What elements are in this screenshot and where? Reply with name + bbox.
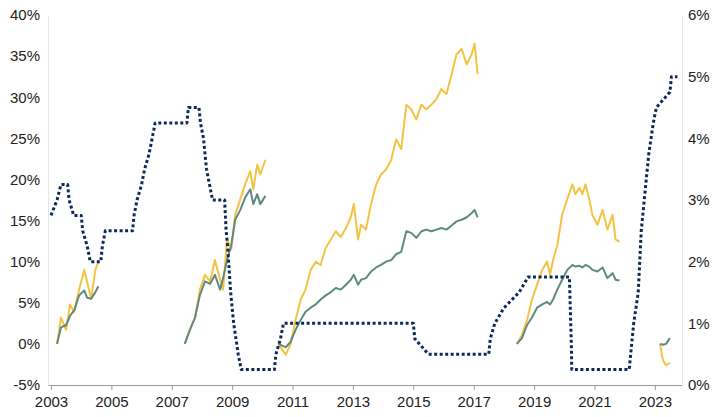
tick: 20% [10, 171, 48, 188]
tick-label: 2005 [95, 393, 128, 410]
tick: 4% [682, 130, 710, 147]
tick-label: 1% [688, 315, 710, 332]
tick-label: 5% [18, 294, 40, 311]
tick: -5% [13, 376, 48, 393]
tick: 1% [682, 315, 710, 332]
tick: 3% [682, 191, 710, 208]
tick-mark [655, 385, 656, 390]
tick-mark [353, 385, 354, 390]
x-axis: 2003 2005 2007 2009 2011 2013 2015 2017 2019 2021… [35, 385, 683, 410]
tick-label: 2013 [337, 393, 370, 410]
chart: 2003 2005 2007 2009 2011 2013 2015 2017 2019 2021… [0, 0, 718, 417]
tick: 10% [10, 253, 48, 270]
tick-label: 2007 [156, 393, 189, 410]
tick-mark [293, 385, 294, 390]
tick-label: 2009 [216, 393, 249, 410]
tick-label: 2021 [578, 393, 611, 410]
tick-label: 0% [688, 376, 710, 393]
tick-label: 10% [10, 253, 40, 270]
tick: 2023 [639, 385, 672, 410]
tick-mark [594, 385, 595, 390]
tick: 2011 [277, 385, 309, 410]
tick-label: 2003 [35, 393, 68, 410]
tick-label: 2017 [457, 393, 490, 410]
tick: 0% [18, 335, 48, 352]
tick-label: 5% [688, 68, 710, 85]
tick: 5% [18, 294, 48, 311]
tick-label: 2011 [277, 393, 309, 410]
tick: 2005 [95, 385, 128, 410]
tick-mark [51, 385, 52, 390]
tick-label: 15% [10, 212, 40, 229]
tick-label: 6% [688, 6, 710, 23]
tick: 2015 [397, 385, 430, 410]
tick: 2% [682, 253, 710, 270]
tick-label: 20% [10, 171, 40, 188]
tick: 35% [10, 47, 48, 64]
axis-line [49, 385, 683, 386]
tick-label: 2019 [518, 393, 551, 410]
tick: 2019 [518, 385, 551, 410]
tick: 40% [10, 6, 48, 23]
axis-line [48, 16, 49, 386]
tick-label: 2015 [397, 393, 430, 410]
tick-mark [534, 385, 535, 390]
tick-mark [111, 385, 112, 390]
y-axis: -5% 0% 5% 10% 15% 20% 25% 30% 35% 40% [10, 6, 49, 393]
tick: 2017 [457, 385, 490, 410]
tick: 2009 [216, 385, 249, 410]
tick: 2013 [337, 385, 370, 410]
tick: 30% [10, 89, 48, 106]
tick-label: 35% [10, 47, 40, 64]
tick-label: 40% [10, 6, 40, 23]
tick-label: 4% [688, 130, 710, 147]
tick: 15% [10, 212, 48, 229]
tick: 25% [10, 130, 48, 147]
tick-label: 2023 [639, 393, 672, 410]
tick-label: 0% [18, 335, 40, 352]
tick: 5% [682, 68, 710, 85]
series-line [51, 77, 677, 370]
tick: 0% [682, 376, 710, 393]
tick: 2007 [156, 385, 189, 410]
tick: 6% [682, 6, 710, 23]
tick-mark [413, 385, 414, 390]
tick-mark [172, 385, 173, 390]
tick-label: -5% [13, 376, 40, 393]
tick-label: 3% [688, 191, 710, 208]
tick-label: 25% [10, 130, 40, 147]
tick-label: 2% [688, 253, 710, 270]
series-line [57, 44, 670, 365]
y2-axis: 0% 1% 2% 3% 4% 5% 6% [682, 6, 710, 393]
tick-mark [232, 385, 233, 390]
tick: 2021 [578, 385, 611, 410]
axis-line [682, 16, 683, 386]
tick-label: 30% [10, 89, 40, 106]
tick-mark [474, 385, 475, 390]
plot-area [51, 44, 677, 370]
